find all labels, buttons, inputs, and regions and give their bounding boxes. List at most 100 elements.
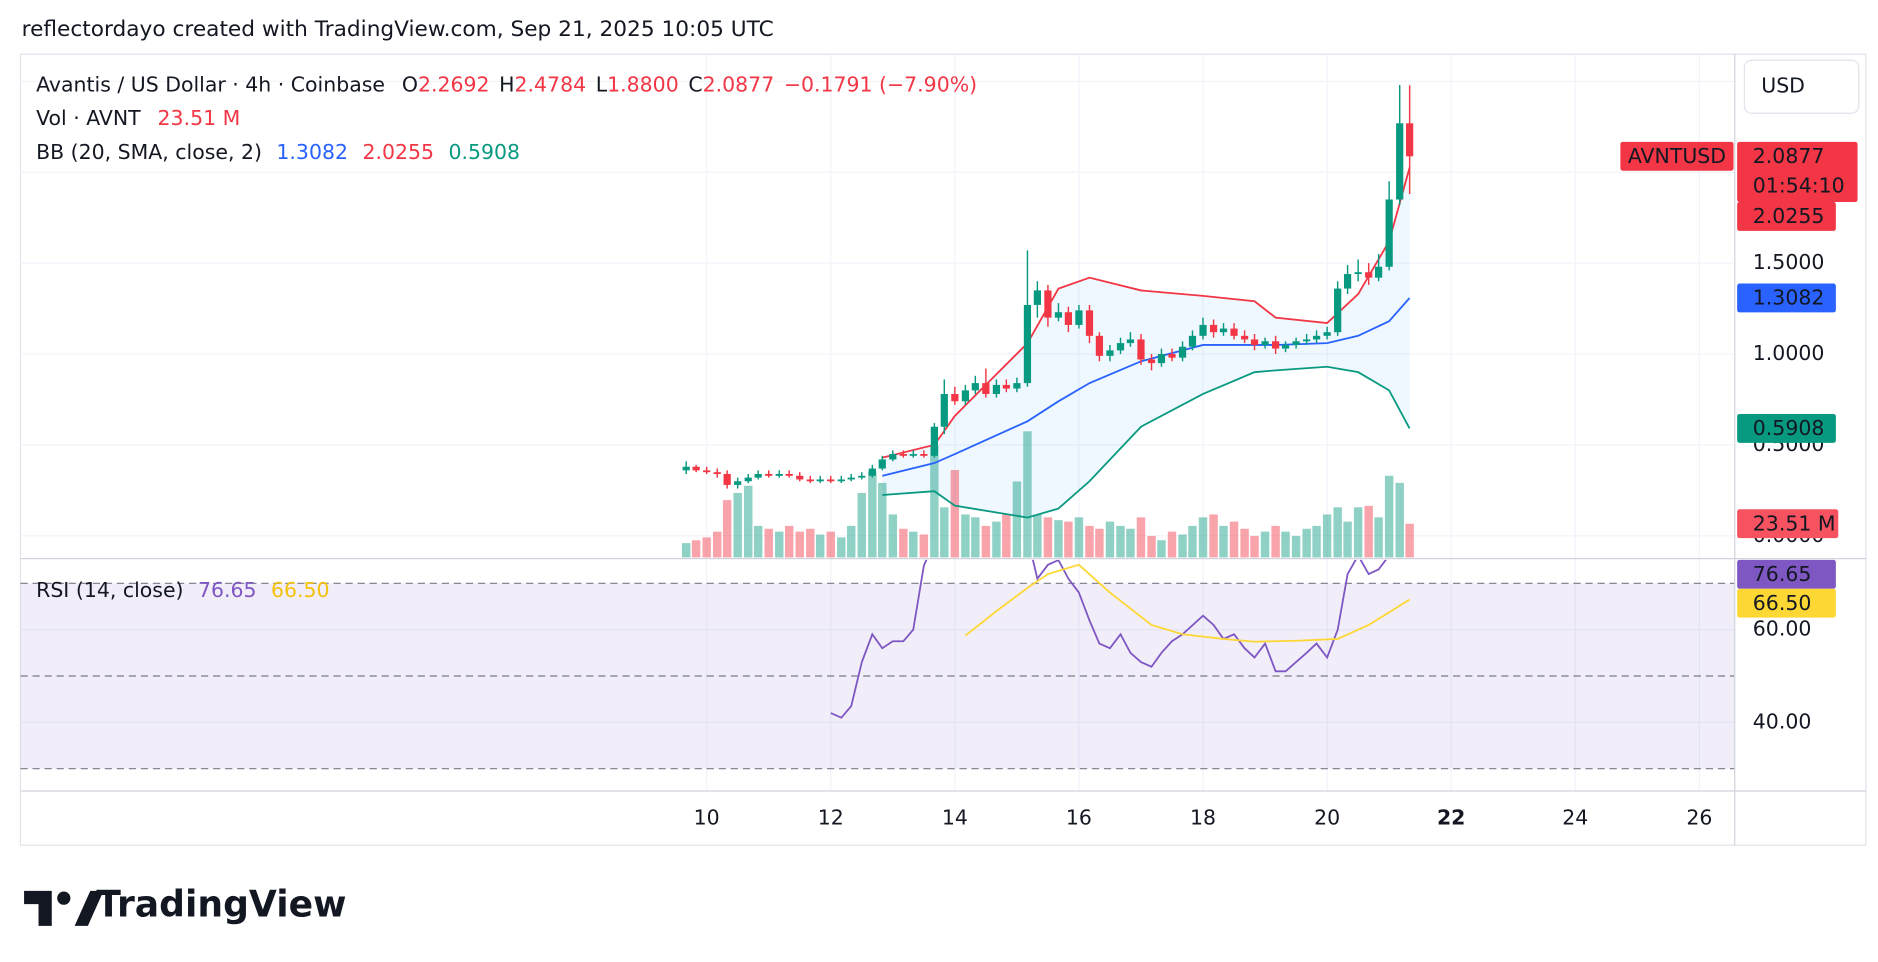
volume-bar	[795, 531, 804, 558]
volume-bar	[1188, 525, 1197, 558]
volume-bar	[753, 525, 763, 558]
volume-bar	[909, 531, 918, 558]
legend-item: Avantis / US Dollar · 4h · Coinbase	[36, 73, 385, 97]
candle-body	[1116, 343, 1125, 351]
candle-body	[1209, 324, 1218, 333]
volume-bar	[1178, 534, 1187, 558]
logo-mark	[74, 890, 104, 926]
logo-mark	[57, 891, 71, 905]
volume-bar	[744, 485, 753, 558]
volume-bar	[1281, 531, 1290, 558]
legend-item: H	[499, 73, 514, 97]
chart-frame	[19, 53, 1867, 846]
candle-body	[827, 479, 835, 482]
rsi-tick-label: 40.00	[1753, 709, 1812, 733]
volume-bar	[1374, 517, 1383, 558]
volume-bar	[1395, 482, 1404, 558]
logo-mark	[24, 890, 52, 926]
candle-body	[734, 481, 742, 485]
y-tick-label: 1.5000	[1753, 250, 1825, 274]
candle-body	[992, 384, 1001, 395]
legend-volume: Vol · AVNT 23.51 M	[36, 106, 240, 130]
currency-button[interactable]	[1743, 59, 1860, 114]
logo: TradingView	[24, 883, 346, 926]
volume-bar	[1271, 525, 1280, 558]
price-tag	[1737, 588, 1836, 618]
candle-body	[1323, 332, 1331, 336]
price-tag	[1737, 413, 1836, 443]
countdown: 01:54:10	[1753, 173, 1845, 197]
legend-item: 2.2692	[418, 73, 490, 97]
legend-item: 1.3082	[276, 140, 348, 164]
volume-bar	[857, 492, 866, 558]
volume-bar	[1229, 521, 1239, 558]
volume-bar	[1054, 520, 1063, 558]
volume-bar	[713, 531, 722, 558]
candle-body	[847, 477, 855, 480]
candle-body	[878, 459, 886, 469]
candle-body	[703, 470, 711, 473]
volume-bar	[764, 528, 773, 558]
price-pane	[681, 84, 1414, 558]
volume-bar	[899, 528, 908, 558]
currency-label[interactable]: USD	[1761, 74, 1805, 98]
volume-bar	[702, 537, 711, 558]
candle-body	[909, 454, 917, 456]
candle-body	[868, 468, 876, 476]
volume-bar	[1333, 507, 1342, 558]
price-tag	[1737, 559, 1836, 589]
candle-body	[1365, 272, 1373, 278]
rsi-tick-label: 60.00	[1753, 617, 1812, 641]
price-tag-label: 2.0877	[1753, 144, 1825, 168]
candle-body	[1303, 339, 1311, 342]
volume-bar	[691, 540, 701, 558]
candle-body	[1095, 335, 1104, 356]
legend-item: O	[402, 73, 418, 97]
volume-bar	[878, 482, 887, 558]
volume-bar	[888, 514, 898, 558]
candle-body	[1312, 335, 1321, 340]
volume-bar	[1167, 531, 1177, 558]
volume-bar	[1364, 505, 1373, 558]
candle-body	[1261, 341, 1269, 345]
legend-item: 2.0255	[362, 140, 434, 164]
volume-bar	[1074, 517, 1084, 558]
volume-bar	[1312, 525, 1321, 558]
rsi-background	[20, 582, 1735, 770]
candle-body	[1240, 335, 1249, 340]
legend-bb: BB (20, SMA, close, 2) 1.3082 2.0255 0.5908	[36, 140, 520, 164]
candle-body	[982, 383, 990, 395]
candle-body	[951, 394, 959, 402]
candle-body	[723, 474, 731, 485]
volume-bar	[1240, 528, 1249, 558]
rsi-line	[830, 559, 1387, 719]
candle-body	[1272, 341, 1280, 349]
volume-bar	[722, 500, 732, 558]
candle-body	[961, 390, 970, 402]
volume-bar	[981, 525, 991, 558]
x-tick-label: 20	[1314, 806, 1340, 830]
candle-body	[1013, 383, 1021, 389]
volume-bar	[775, 531, 784, 558]
candle-body	[1281, 344, 1290, 349]
legend-item: 2.0877	[703, 73, 775, 97]
grid	[20, 54, 1735, 791]
price-tag-label: 66.50	[1753, 591, 1812, 615]
volume-bar	[1023, 431, 1032, 558]
price-tag-label: 2.0255	[1753, 204, 1825, 228]
volume-bar	[1043, 517, 1053, 558]
legend-item: 0.5908	[448, 140, 520, 164]
candle-body	[754, 474, 762, 478]
legend-item: L	[596, 73, 608, 97]
volume-bar	[1302, 528, 1311, 558]
legend-item: −0.1791 (−7.90%)	[784, 73, 977, 97]
candle-body	[765, 474, 773, 476]
legend-item: 1.8800	[607, 73, 679, 97]
x-tick-label: 16	[1066, 806, 1092, 830]
candle-body	[1334, 288, 1342, 333]
volume-bar	[1105, 521, 1115, 558]
volume-bar	[1064, 521, 1073, 558]
volume-bar	[1033, 514, 1042, 558]
candle-body	[1033, 290, 1041, 305]
volume-bar	[950, 469, 960, 558]
